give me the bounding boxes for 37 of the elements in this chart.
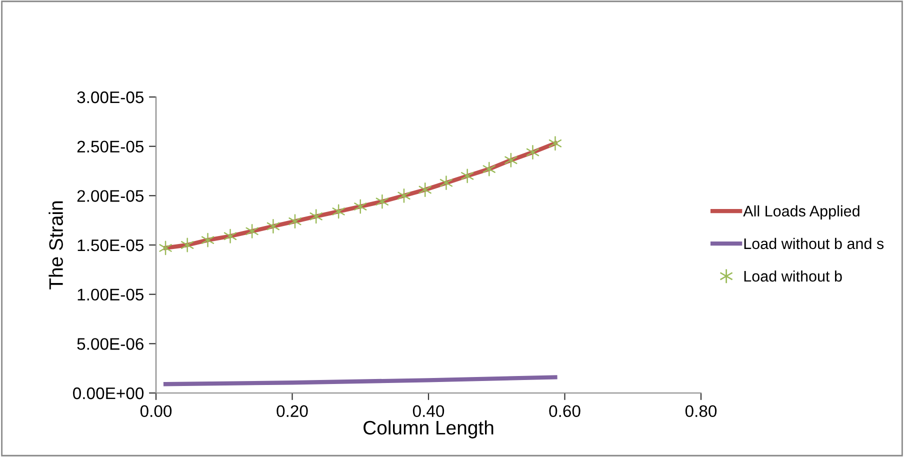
legend-label: Load without b [744,270,842,282]
x-tick-label: 0.60 [549,405,580,418]
point [504,152,518,168]
point [310,209,322,224]
x-tick-label: 0.00 [140,405,172,418]
line-series [163,375,558,386]
y-tick-label: 2.50E-05 [77,140,144,153]
point [159,240,172,256]
point [246,224,258,238]
y-tick-label: 2.00E-05 [77,190,144,202]
y-tick-label: 1.00E-05 [78,288,144,301]
point [418,182,432,197]
legend-label: All Loads Applied [743,205,860,220]
point [266,219,280,234]
point [332,204,345,219]
point [181,238,194,252]
y-tick-label: 1.50E-05 [78,239,144,252]
point [526,145,540,160]
x-axis-title: Column Length [364,420,494,438]
y-axis-title: The Strain [48,201,63,290]
point [354,199,367,214]
point [482,162,496,176]
x-tick-label: 0.80 [685,405,717,418]
point [224,228,237,244]
point [376,194,389,209]
point [288,214,302,229]
point [398,188,410,203]
point [461,168,474,184]
point [201,232,214,248]
y-tick-label: 0.00E+00 [73,387,144,400]
x-tick-label: 0.20 [276,405,308,418]
point [440,176,453,190]
x-tick-label: 0.40 [412,405,444,418]
y-tick-label: 3.00E-05 [77,91,144,104]
legend-label: Load without b and s [744,238,884,250]
y-tick-label: 5.00E-06 [77,338,144,350]
point [548,136,562,151]
